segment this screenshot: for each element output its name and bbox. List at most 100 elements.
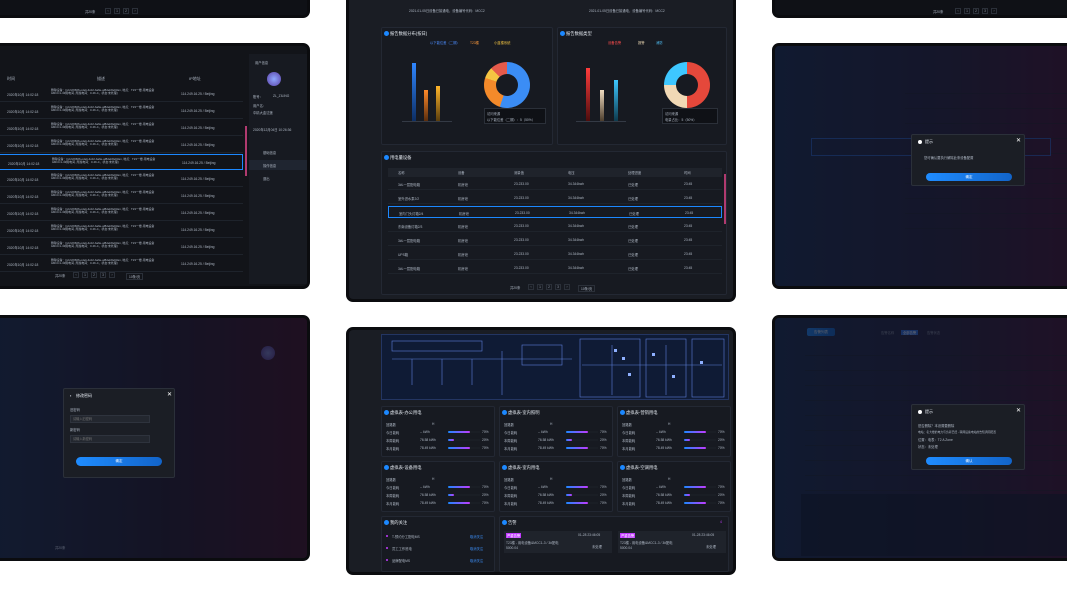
meter-panel[interactable]: 虚拟表-办公用电 回路数 H 今日能耗 -- kWh 70% 本周能耗 76.58 … [381, 406, 495, 457]
row-ip: 114.249.16.25 / Beijing [181, 245, 215, 249]
energy-value: 78.49 kWh [420, 446, 436, 450]
row-ip: 114.249.16.25 / Beijing [181, 143, 215, 147]
donut-chart [484, 62, 530, 108]
table-row[interactable]: 东南设备灯箱2/3 机房泄 23.233.00 34.344kwh 已处理 23:45 [388, 220, 722, 232]
table-row[interactable]: 2020年10月 14:02:18 删除设备：[id:2cf0666-odeli… [0, 103, 243, 119]
dialog-title: 提示 [925, 409, 933, 414]
table-cell: 23.233.00 [515, 211, 530, 215]
meter-panel[interactable]: 虚拟表-营销用电 回路数 H 今日能耗 -- kWh 70% 本周能耗 76.58 … [617, 406, 731, 457]
energy-bar [566, 439, 573, 441]
profile-menu-item-active[interactable]: 操作信息 [249, 160, 307, 170]
energy-pct: 70% [482, 485, 489, 489]
table-row[interactable]: 3#L一层配电箱 机房泄 23.233.00 34.344kwh 已处理 23:45 [388, 262, 722, 274]
energy-bar [566, 447, 589, 449]
table-row[interactable]: 2020年10月 14:02:18 删除设备：[id:2cf0666-odeli… [0, 205, 243, 221]
energy-bar [448, 494, 455, 496]
profile-panel: 用户信息 账号： ZL_ZILING 用户名： 中精大金沈莲 2020年12月0… [249, 54, 307, 284]
unfollow-link[interactable]: 取消关注 [470, 559, 484, 563]
meter-title: 虚拟表-办公用电 [390, 410, 422, 415]
focus-item[interactable]: T-预约分工配电MS 取消关注 [386, 533, 492, 541]
circuit-value: H [432, 477, 435, 481]
alarm-title: 告警 [508, 520, 517, 525]
meter-panel[interactable]: 虚拟表-室内照明 回路数 H 今日能耗 -- kWh 70% 本周能耗 76.58 … [499, 406, 613, 457]
alarm-text: T23楼 - 用电设备&MCC1-3 / 3#配电 [620, 541, 673, 545]
table-row[interactable]: 2020年10月 14:02:18 删除设备：[id:2cf0666-odeli… [0, 120, 243, 136]
table-cell: 3#L一层配电箱 [398, 267, 420, 271]
focus-item[interactable]: 员工工作底电 取消关注 [386, 545, 492, 553]
row-desc: 删除设备：[id:2cf0666-odeli-4cd2-ba6e-af8deb8… [51, 105, 155, 113]
new-password-input[interactable] [70, 435, 150, 443]
energy-bar [566, 494, 573, 496]
login-date: 2020年12月04日 10:26:36 [253, 128, 292, 132]
table-row[interactable]: 2020年10月 14:02:18 删除设备：[id:2cf0666-odeli… [0, 239, 243, 255]
page-size-select[interactable]: 10条/页 [578, 285, 596, 292]
energy-pct: 70% [718, 430, 725, 434]
focus-item[interactable]: 品牌配电MS 取消关注 [386, 557, 492, 565]
meter-icon [384, 410, 389, 415]
close-icon[interactable]: ✕ [167, 392, 173, 398]
chart-title: 报告数据类型 [566, 31, 592, 36]
table-row[interactable]: 室内门头灯箱2/4 机房泄 23.233.00 34.344kwh 已处理 23:45 [388, 206, 722, 218]
meter-panel[interactable]: 虚拟表-室内用电 回路数 H 今日能耗 -- kWh 70% 本周能耗 76.58 … [499, 461, 613, 512]
pagination[interactable]: ‹ 1 2 3 › [528, 284, 570, 290]
row-ip: 114.249.16.25 / Beijing [181, 126, 215, 130]
confirm-button[interactable]: 确定 [926, 173, 1012, 181]
energy-pct: 70% [718, 501, 725, 505]
meter-panel[interactable]: 虚拟表-空调用电 回路数 H 今日能耗 -- kWh 70% 本周能耗 76.58 … [617, 461, 731, 512]
energy-value: -- kWh [538, 485, 548, 489]
row-desc: 删除设备：[id:2cf0666-odeli-4cd2-ba6e-af8deb8… [51, 258, 155, 266]
table-row[interactable]: 2020年10月 14:02:18 删除设备：[id:2cf0666-odeli… [0, 222, 243, 238]
energy-bar [684, 431, 707, 433]
table-row[interactable]: 2020年10月 14:02:18 删除设备：[id:2cf0666-odeli… [0, 154, 243, 170]
close-icon[interactable]: ✕ [1016, 408, 1022, 414]
card-top-left: 共20条 ‹ 1 2 › [0, 0, 310, 18]
meter-title: 虚拟表-室内照明 [508, 410, 540, 415]
energy-bar [684, 447, 707, 449]
energy-pct: 70% [600, 446, 607, 450]
table-row[interactable]: 2020年10月 14:02:18 删除设备：[id:2cf0666-odeli… [0, 137, 243, 153]
alarm-count: 4 [720, 520, 722, 524]
dialog-text: 电站：名大楼的电力与负荷已经 - 联网设备电站的告知调阅配置 [918, 430, 997, 434]
avatar[interactable] [267, 72, 281, 86]
table-cell: 23:45 [684, 238, 693, 242]
energy-value: 78.49 kWh [656, 501, 672, 505]
account-name: ZL_ZILING [273, 94, 290, 98]
table-row[interactable]: 2020年10月 14:02:18 删除设备：[id:2cf0666-odeli… [0, 188, 243, 204]
confirm-button[interactable]: 确认 [926, 457, 1012, 465]
circuit-label: 回路数 [504, 478, 514, 482]
profile-menu-item[interactable]: 退出 [249, 173, 307, 183]
scrollbar[interactable] [724, 174, 726, 224]
energy-bar [448, 439, 455, 441]
confirm-button[interactable]: 确定 [76, 457, 162, 466]
close-icon[interactable]: ✕ [1016, 138, 1022, 144]
username-value: 中精大金沈莲 [253, 111, 273, 115]
page-size-select[interactable]: 10条/页 [126, 273, 144, 280]
delete-alarm-dialog: 提示 ✕ 是否删除？本设置要删除 电站：名大楼的电力与负荷已经 - 联网设备电站… [911, 404, 1025, 470]
unfollow-link[interactable]: 取消关注 [470, 535, 484, 539]
circuit-value: H [668, 477, 671, 481]
pagination[interactable]: ‹ 1 2 › [105, 8, 138, 14]
table-row[interactable]: 2020年10月 14:02:18 删除设备：[id:2cf0666-odeli… [0, 171, 243, 187]
energy-label: 今日能耗 [622, 486, 636, 490]
table-row[interactable]: 3#L一层配电箱 机房泄 23.233.00 34.344kwh 已处理 23:45 [388, 178, 722, 190]
row-ip: 114.249.16.25 / Beijing [181, 92, 215, 96]
banner-right: 2021-01-05日设备已接通电，设备编号代码：MCC2 [589, 9, 665, 13]
old-password-input[interactable] [70, 415, 150, 423]
table-row[interactable]: 室外进水泵2/2 机房泄 23.233.00 34.344kwh 已处理 23:45 [388, 192, 722, 204]
pagination[interactable]: ‹ 1 2 3 › [73, 272, 115, 278]
unfollow-link[interactable]: 取消关注 [470, 547, 484, 551]
table-row[interactable]: 3#L一层配电箱 机房泄 23.233.00 34.344kwh 已处理 23:45 [388, 234, 722, 246]
meter-panel[interactable]: 虚拟表-设备用电 回路数 H 今日能耗 -- kWh 70% 本周能耗 76.58 … [381, 461, 495, 512]
row-time: 2020年10月 14:02:18 [7, 195, 39, 199]
alarm-item[interactable]: 严重告警 01-28 23:46:05 T23楼 - 用电设备&MCC1-3 /… [504, 531, 612, 553]
pagination[interactable]: ‹ 1 2 3 › [955, 8, 997, 14]
scrollbar[interactable] [245, 126, 247, 176]
table-row[interactable]: 2020年10月 14:02:18 删除设备：[id:2cf0666-odeli… [0, 256, 243, 272]
profile-menu-item[interactable]: 基础信息 [249, 147, 307, 157]
table-row[interactable]: UPS箱 机房泄 23.233.00 34.344kwh 已处理 23:45 [388, 248, 722, 260]
table-row[interactable]: 2020年10月 14:02:18 删除设备：[id:2cf0666-odeli… [0, 86, 243, 102]
energy-label: 本周能耗 [386, 494, 400, 498]
row-time: 2020年10月 14:02:18 [7, 110, 39, 114]
donut-chart [664, 62, 710, 108]
alarm-item[interactable]: 严重告警 01-28 23:46:05 T23楼 - 用电设备&MCC1-3 /… [618, 531, 726, 553]
